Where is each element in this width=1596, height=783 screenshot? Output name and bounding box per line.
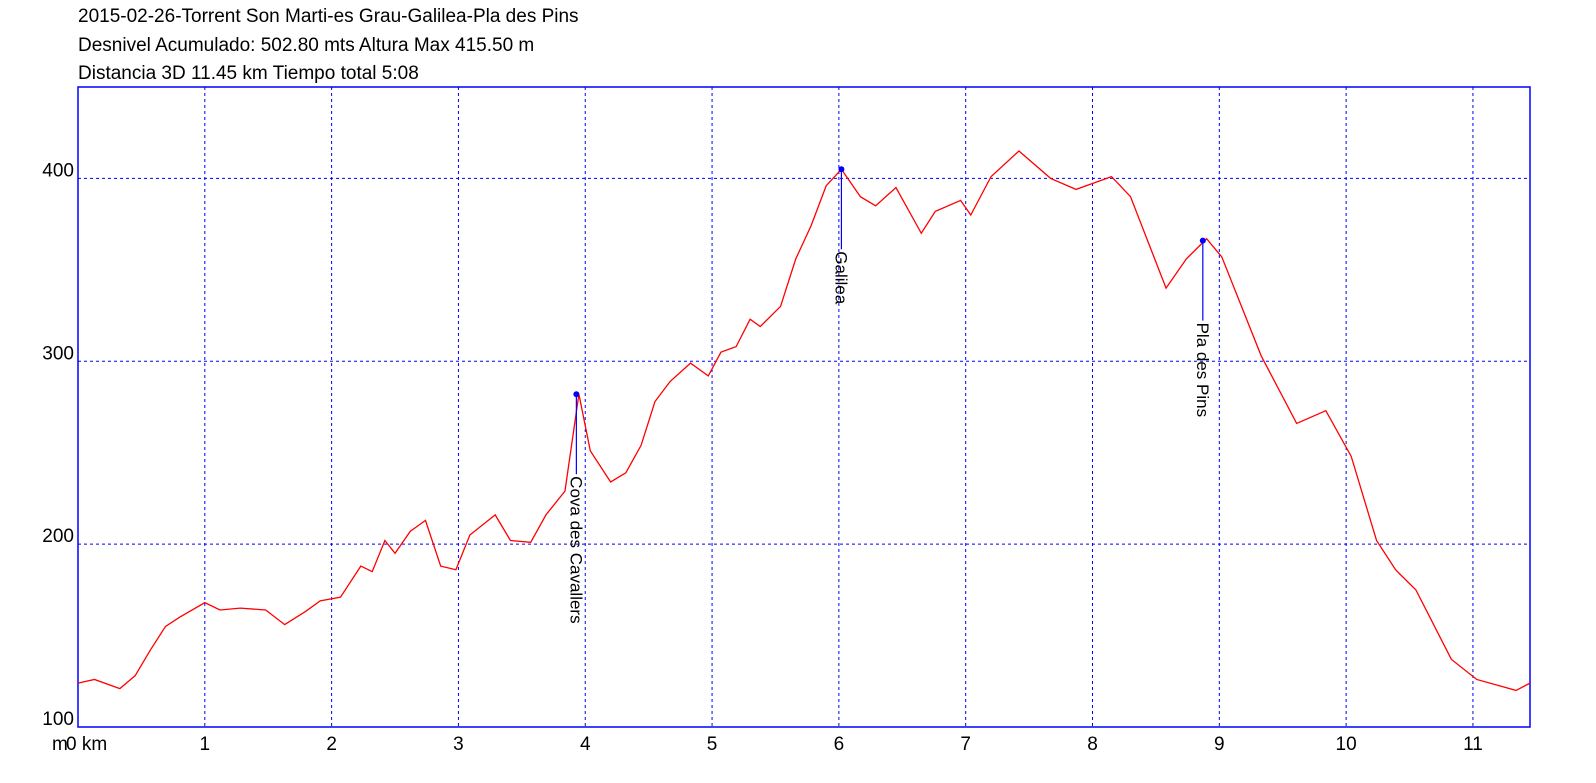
x-tick-label: 10 <box>1336 734 1357 755</box>
y-tick-label: 400 <box>42 160 74 181</box>
plot-frame <box>77 86 1531 728</box>
annotation-label: Pla des Pins <box>1193 323 1212 418</box>
x-tick-label: 4 <box>580 734 591 755</box>
y-tick-label: 300 <box>42 343 74 364</box>
title-line: Distancia 3D 11.45 km Tiempo total 5:08 <box>78 63 419 84</box>
y-tick-label: 100 <box>42 709 74 730</box>
x-tick-label: 7 <box>960 734 971 755</box>
x-tick-label: 11 <box>1463 734 1483 755</box>
annotation-label: Galilea <box>831 251 850 304</box>
annotation-label: Cova des Cavallers <box>566 476 585 623</box>
x-tick-label: 6 <box>834 734 845 755</box>
title-line: 2015-02-26-Torrent Son Marti-es Grau-Gal… <box>78 6 579 27</box>
y-unit: m <box>52 734 68 755</box>
x-tick-label: 9 <box>1214 734 1225 755</box>
annotation-point <box>838 166 845 173</box>
elevation-line <box>77 150 1531 692</box>
x-tick-label: 5 <box>707 734 718 755</box>
annotation-point <box>573 391 580 398</box>
x-tick-label: 0 km <box>66 734 107 755</box>
title-line: Desnivel Acumulado: 502.80 mts Altura Ma… <box>78 35 534 56</box>
x-tick-label: 2 <box>326 734 337 755</box>
annotation-point <box>1199 237 1206 244</box>
x-tick-label: 8 <box>1087 734 1098 755</box>
x-tick-label: 1 <box>200 734 211 755</box>
x-tick-label: 3 <box>453 734 464 755</box>
y-tick-label: 200 <box>42 526 74 547</box>
